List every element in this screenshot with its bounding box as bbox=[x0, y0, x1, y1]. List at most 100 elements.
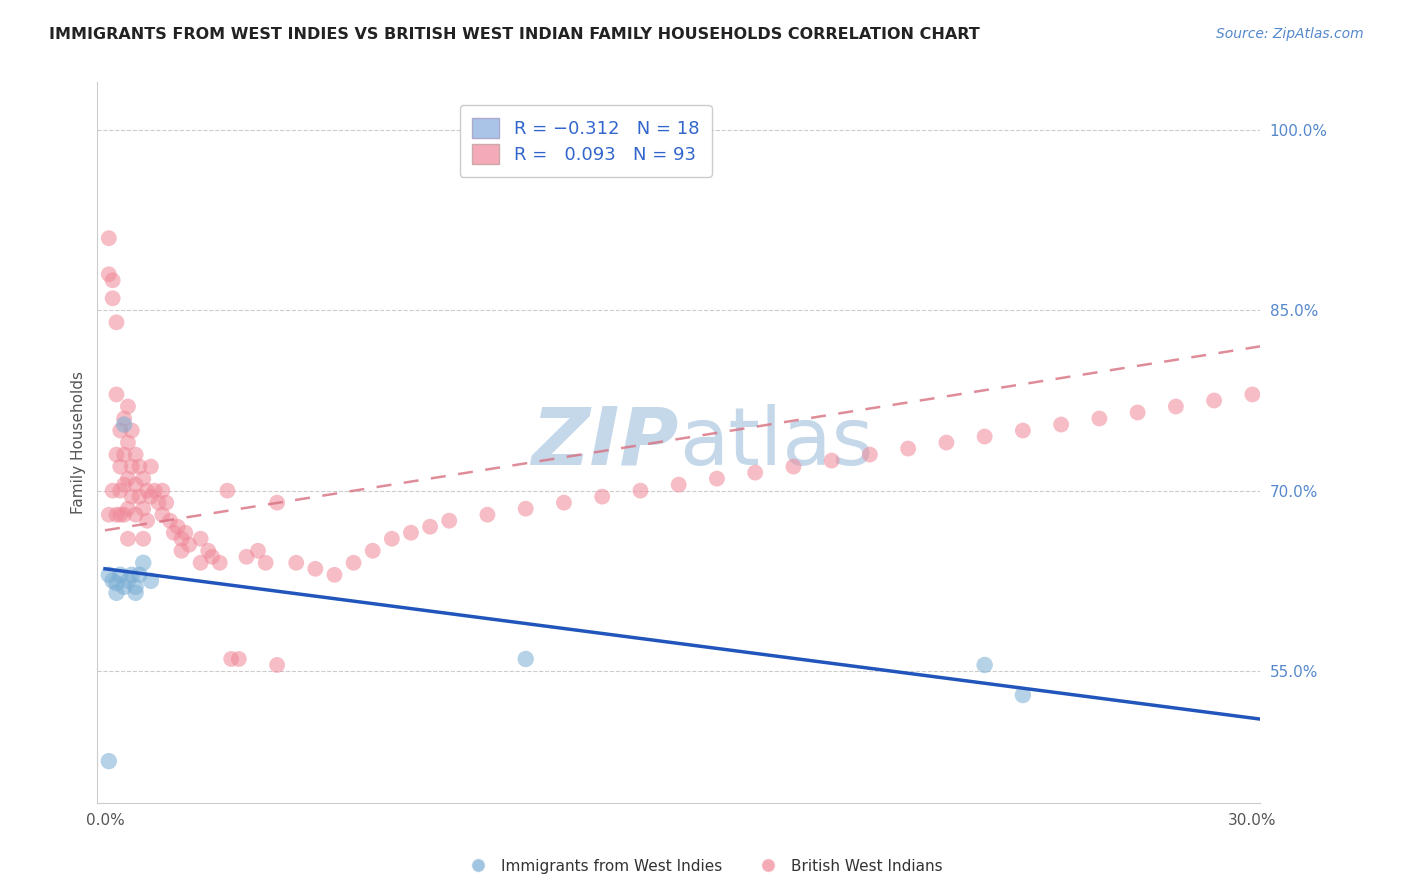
Point bbox=[1088, 411, 1111, 425]
Point bbox=[744, 466, 766, 480]
Point bbox=[121, 424, 143, 438]
Point bbox=[1164, 400, 1187, 414]
Point bbox=[266, 657, 288, 672]
Point bbox=[121, 490, 143, 504]
Point bbox=[105, 576, 128, 591]
Point bbox=[935, 435, 957, 450]
Point bbox=[105, 387, 128, 401]
Point bbox=[136, 483, 159, 498]
Point bbox=[859, 448, 882, 462]
Point bbox=[1204, 393, 1226, 408]
Point bbox=[117, 435, 139, 450]
Point bbox=[97, 754, 120, 768]
Point bbox=[228, 652, 250, 666]
Point bbox=[254, 556, 277, 570]
Point bbox=[190, 556, 212, 570]
Point bbox=[121, 567, 143, 582]
Text: IMMIGRANTS FROM WEST INDIES VS BRITISH WEST INDIAN FAMILY HOUSEHOLDS CORRELATION: IMMIGRANTS FROM WEST INDIES VS BRITISH W… bbox=[49, 27, 980, 42]
Point bbox=[112, 508, 135, 522]
Point bbox=[179, 538, 201, 552]
Text: ZIP: ZIP bbox=[531, 403, 679, 482]
Point bbox=[105, 508, 128, 522]
Point bbox=[150, 508, 173, 522]
Point bbox=[515, 652, 537, 666]
Point bbox=[97, 267, 120, 281]
Point bbox=[139, 490, 162, 504]
Point bbox=[591, 490, 613, 504]
Point bbox=[342, 556, 364, 570]
Point bbox=[1241, 387, 1264, 401]
Point bbox=[304, 562, 326, 576]
Point bbox=[155, 496, 177, 510]
Point bbox=[973, 657, 995, 672]
Legend: R = −0.312   N = 18, R =   0.093   N = 93: R = −0.312 N = 18, R = 0.093 N = 93 bbox=[460, 105, 711, 177]
Point bbox=[219, 652, 242, 666]
Point bbox=[105, 448, 128, 462]
Point bbox=[973, 429, 995, 443]
Point bbox=[112, 580, 135, 594]
Point bbox=[143, 483, 166, 498]
Point bbox=[163, 525, 186, 540]
Point bbox=[132, 532, 155, 546]
Point bbox=[110, 567, 132, 582]
Point bbox=[477, 508, 499, 522]
Point bbox=[1012, 424, 1035, 438]
Point bbox=[132, 472, 155, 486]
Point bbox=[97, 231, 120, 245]
Point bbox=[128, 459, 150, 474]
Point bbox=[112, 448, 135, 462]
Text: Source: ZipAtlas.com: Source: ZipAtlas.com bbox=[1216, 27, 1364, 41]
Point bbox=[208, 556, 231, 570]
Point bbox=[110, 508, 132, 522]
Point bbox=[399, 525, 422, 540]
Point bbox=[630, 483, 652, 498]
Point bbox=[112, 417, 135, 432]
Point bbox=[782, 459, 804, 474]
Point bbox=[1126, 405, 1149, 419]
Point bbox=[170, 532, 193, 546]
Point bbox=[105, 586, 128, 600]
Point bbox=[897, 442, 920, 456]
Point bbox=[1050, 417, 1073, 432]
Point bbox=[437, 514, 460, 528]
Point bbox=[117, 400, 139, 414]
Point bbox=[217, 483, 239, 498]
Point bbox=[121, 459, 143, 474]
Point bbox=[235, 549, 257, 564]
Point bbox=[159, 514, 181, 528]
Point bbox=[201, 549, 224, 564]
Point bbox=[174, 525, 197, 540]
Point bbox=[124, 580, 146, 594]
Point bbox=[170, 543, 193, 558]
Point bbox=[128, 490, 150, 504]
Point bbox=[148, 496, 170, 510]
Point bbox=[266, 496, 288, 510]
Point bbox=[101, 273, 124, 287]
Point bbox=[97, 508, 120, 522]
Point bbox=[136, 514, 159, 528]
Point bbox=[285, 556, 308, 570]
Point bbox=[110, 483, 132, 498]
Point bbox=[246, 543, 269, 558]
Point bbox=[117, 501, 139, 516]
Legend: Immigrants from West Indies, British West Indians: Immigrants from West Indies, British Wes… bbox=[457, 853, 949, 880]
Point bbox=[97, 567, 120, 582]
Point bbox=[117, 472, 139, 486]
Point bbox=[124, 508, 146, 522]
Point bbox=[124, 448, 146, 462]
Point bbox=[139, 459, 162, 474]
Point bbox=[112, 477, 135, 491]
Point bbox=[132, 556, 155, 570]
Point bbox=[128, 567, 150, 582]
Point bbox=[101, 291, 124, 305]
Point bbox=[381, 532, 404, 546]
Point bbox=[361, 543, 384, 558]
Y-axis label: Family Households: Family Households bbox=[72, 371, 86, 514]
Point bbox=[117, 532, 139, 546]
Point bbox=[110, 459, 132, 474]
Text: atlas: atlas bbox=[679, 403, 873, 482]
Point bbox=[821, 453, 844, 467]
Point bbox=[190, 532, 212, 546]
Point bbox=[124, 586, 146, 600]
Point bbox=[515, 501, 537, 516]
